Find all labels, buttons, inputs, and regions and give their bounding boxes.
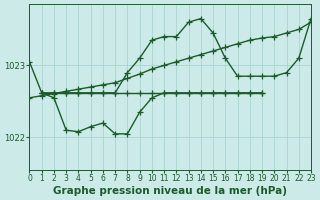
- X-axis label: Graphe pression niveau de la mer (hPa): Graphe pression niveau de la mer (hPa): [53, 186, 287, 196]
